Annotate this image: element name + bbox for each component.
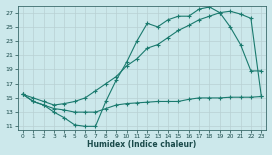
X-axis label: Humidex (Indice chaleur): Humidex (Indice chaleur): [88, 140, 197, 149]
